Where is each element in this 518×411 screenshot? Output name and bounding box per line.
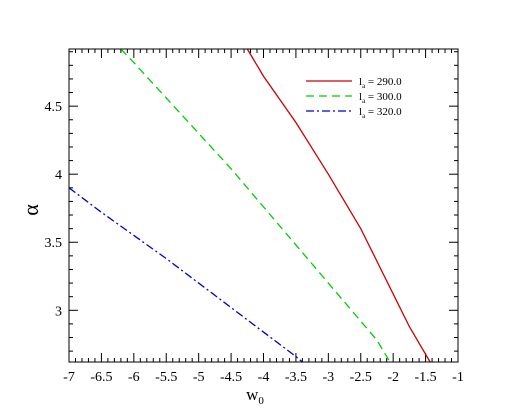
- x-tick-label: -4.5: [220, 370, 242, 385]
- x-tick-label: -4: [258, 370, 270, 385]
- series-line-3: [69, 187, 303, 362]
- x-tick-label: -3: [322, 370, 334, 385]
- legend-entry-1: la = 290.0: [359, 76, 402, 90]
- x-tick-label: -1: [452, 370, 464, 385]
- x-tick-label: -3.5: [285, 370, 307, 385]
- y-tick-label: 4.5: [45, 100, 63, 115]
- series-layer: [69, 49, 431, 362]
- legend-subscript: a: [362, 82, 366, 90]
- x-axis-label-main: w: [246, 385, 259, 404]
- y-tick-label: 3: [55, 304, 62, 319]
- legend-value: = 290.0: [365, 76, 402, 88]
- legend-name: l: [359, 106, 362, 118]
- x-tick-label: -2.5: [350, 370, 372, 385]
- y-axis-ticks: 3 3.5 4 4.5: [45, 51, 458, 352]
- x-tick-label: -6.5: [90, 370, 112, 385]
- y-axis-label: α: [18, 204, 43, 216]
- plot-frame: [68, 48, 459, 363]
- y-tick-label: 4: [55, 168, 62, 183]
- legend-name: l: [359, 76, 362, 88]
- legend-subscript: a: [362, 112, 366, 120]
- legend: la = 290.0la = 300.0la = 320.0: [306, 76, 402, 120]
- x-tick-label: -2: [387, 370, 399, 385]
- legend-name: l: [359, 91, 362, 103]
- series-line-2: [120, 49, 391, 362]
- y-tick-label: 3.5: [45, 236, 63, 251]
- x-axis-label-sub: 0: [258, 395, 264, 407]
- series-line-1: [246, 49, 431, 362]
- x-axis-label: w0: [246, 385, 264, 407]
- x-tick-label: -7: [63, 370, 75, 385]
- legend-subscript: a: [362, 97, 366, 105]
- legend-entry-2: la = 300.0: [359, 91, 402, 105]
- x-tick-label: -1.5: [414, 370, 436, 385]
- x-tick-label: -5.5: [155, 370, 177, 385]
- legend-value: = 300.0: [365, 91, 402, 103]
- x-tick-label: -5: [193, 370, 205, 385]
- legend-entry-3: la = 320.0: [359, 106, 402, 120]
- x-axis-ticks: -7 -6.5 -6 -5.5 -5 -4.5 -4 -3.5 -3 -2.5 -2 -1.5 -1: [63, 49, 464, 385]
- legend-value: = 320.0: [365, 106, 402, 118]
- x-tick-label: -6: [128, 370, 140, 385]
